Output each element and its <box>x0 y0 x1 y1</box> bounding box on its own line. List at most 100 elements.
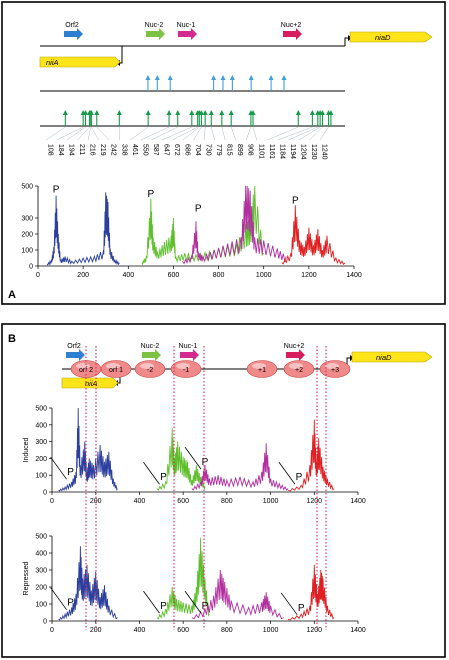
marker-orf2-arrow <box>64 28 83 40</box>
y-tick-label: 100 <box>35 473 47 480</box>
site-label: 211 <box>78 144 85 155</box>
y-tick-label: 400 <box>35 551 47 558</box>
nucleosome: +1 <box>246 360 278 378</box>
series-line <box>156 428 206 491</box>
green-site-arrow <box>250 110 256 126</box>
y-axis-label: Repressed <box>23 561 30 595</box>
site-label: 1240 <box>321 144 328 160</box>
green-site-arrow <box>116 110 122 126</box>
x-tick-label: 1000 <box>263 498 279 505</box>
x-tick-label: 0 <box>50 498 54 505</box>
site-leader-line <box>172 126 198 141</box>
y-tick-label: 400 <box>35 422 47 429</box>
marker-nuc-2: Nuc-2 <box>145 22 165 40</box>
blue-site-arrow <box>248 75 254 91</box>
site-leader-line <box>277 126 313 141</box>
b-marker-nuc-1: Nuc-1 <box>179 343 199 361</box>
series-line <box>58 407 118 492</box>
green-site-arrow <box>208 110 214 126</box>
green-site-arrow <box>295 110 301 126</box>
nucleosome-row: orf 2 orf 1 -2 -1 +1 +2 +3 <box>70 360 351 378</box>
nucleosome: +3 <box>319 360 351 378</box>
site-leader-line <box>288 126 318 141</box>
panel-a-frame <box>1 1 446 305</box>
site-leader-line <box>267 126 299 141</box>
site-label: 461 <box>131 144 138 156</box>
green-site-arrow <box>166 110 172 126</box>
nucleosome-label: +1 <box>258 367 266 374</box>
site-label: 550 <box>141 144 148 156</box>
site-label: 908 <box>247 144 254 156</box>
x-tick-label: 1400 <box>350 498 366 505</box>
niaD-gene <box>349 31 433 43</box>
nucleosome: -2 <box>134 360 166 378</box>
y-tick-label: 200 <box>35 456 47 463</box>
nucleosome: orf 1 <box>100 360 132 378</box>
nucleosome: +2 <box>283 360 315 378</box>
b-marker-orf2: Orf2 <box>66 343 85 361</box>
site-leader-line <box>182 126 200 141</box>
x-tick-label: 400 <box>134 498 146 505</box>
peak-arrow <box>280 592 298 616</box>
green-site-arrow <box>94 110 100 126</box>
site-label: 1184 <box>278 144 285 159</box>
chart-panel-a: 0 200 400 600 800 1000 1200 1400 0 100 200 300 500 P P… <box>21 184 362 280</box>
green-site-arrow <box>88 110 94 126</box>
marker-nuc-2-label: Nuc-2 <box>145 22 164 29</box>
b-niaD-label: niaD <box>376 353 392 362</box>
x-tick-label: 200 <box>90 627 102 634</box>
blue-site-arrow <box>281 75 287 91</box>
site-leader-line <box>130 126 149 141</box>
site-leader-line <box>140 126 170 141</box>
site-leader-line <box>96 126 110 141</box>
peak-label: P <box>195 204 202 215</box>
site-label: 704 <box>194 144 201 156</box>
green-site-arrows <box>62 110 334 126</box>
green-site-arrow <box>202 110 208 126</box>
niiA-gene <box>39 56 121 68</box>
b-marker-nuc-2-label: Nuc-2 <box>141 343 160 350</box>
b-marker-nuc+2: Nuc+2 <box>284 343 305 361</box>
site-label: 1161 <box>268 144 275 159</box>
y-tick-label: 200 <box>35 585 47 592</box>
peak-arrow <box>143 462 160 485</box>
site-leader-line <box>203 126 206 141</box>
site-label: 815 <box>226 144 233 156</box>
x-tick-label: 800 <box>221 498 233 505</box>
site-labels: 108 184 194 211 216 219 242 338 461 550 587 647 672 6… <box>45 126 329 160</box>
series-line <box>46 192 120 266</box>
x-tick-label: 600 <box>177 627 189 634</box>
b-marker-orf2-arrow <box>66 349 85 361</box>
y-tick-label: 500 <box>35 406 47 413</box>
green-site-arrow <box>309 110 315 126</box>
blue-site-arrow <box>268 75 274 91</box>
y-tick-label: 300 <box>21 216 33 223</box>
nucleosome-label: -1 <box>183 367 189 374</box>
site-label: 216 <box>89 144 96 156</box>
b-niaD-gene <box>351 351 433 363</box>
blue-site-arrow <box>167 75 173 91</box>
peak-arrow <box>50 587 67 610</box>
peak-arrow <box>278 462 296 485</box>
peak-label: P <box>148 189 155 200</box>
blue-site-arrow <box>145 75 151 91</box>
b-marker-nuc-1-label: Nuc-1 <box>179 343 198 350</box>
y-tick-label: 0 <box>29 264 33 271</box>
peak-label: P <box>67 598 74 609</box>
x-tick-label: 0 <box>36 272 40 279</box>
green-site-arrow <box>145 110 151 126</box>
y-tick-label: 300 <box>35 439 47 446</box>
site-leader-line <box>56 126 84 141</box>
site-label: 686 <box>184 144 191 156</box>
marker-nuc+2: Nuc+2 <box>281 22 302 40</box>
x-tick-label: 1200 <box>306 498 322 505</box>
site-label: 730 <box>205 144 212 156</box>
panel-b-letter: B <box>8 333 16 345</box>
y-axis-label: Induced <box>23 437 30 462</box>
niiA-label: niiA <box>46 58 59 67</box>
site-label: 647 <box>162 144 169 156</box>
x-tick-label: 1400 <box>346 272 362 279</box>
b-marker-nuc-1-arrow <box>180 349 199 361</box>
b-niiA-label: niiA <box>85 379 98 388</box>
site-leader-line <box>66 126 86 141</box>
